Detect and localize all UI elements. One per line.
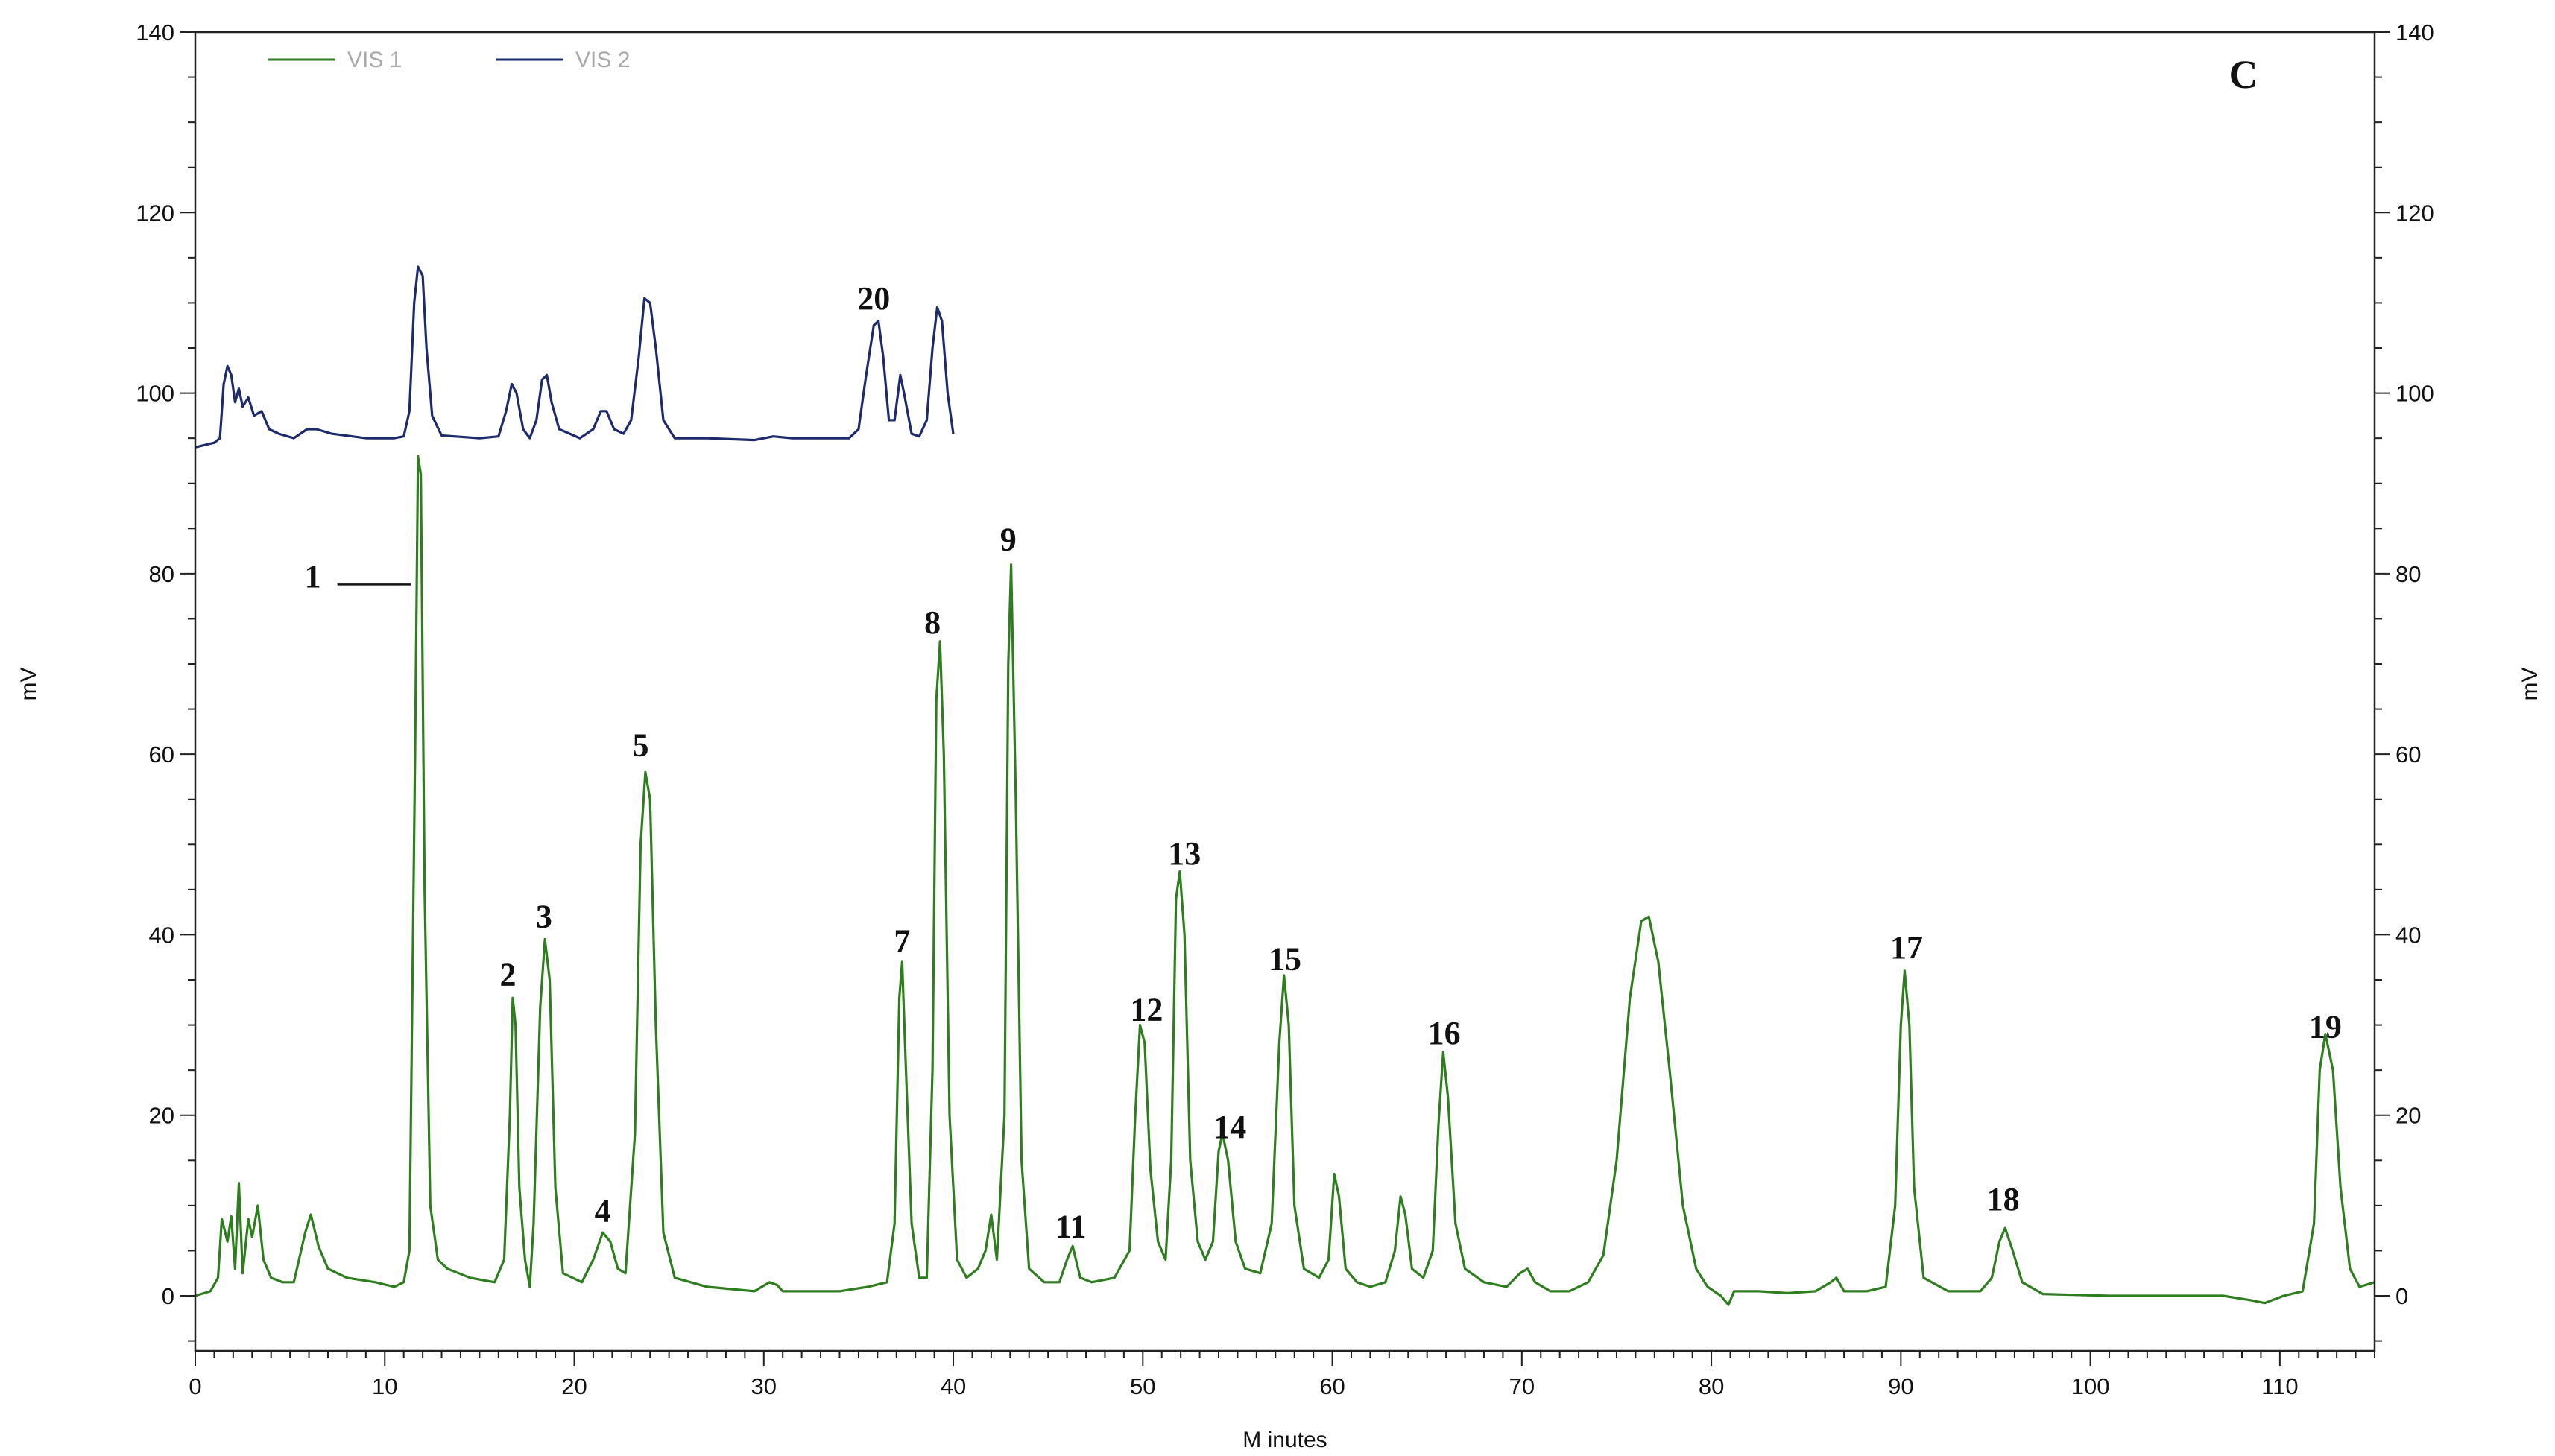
x-tick-label: 100 — [2071, 1373, 2110, 1399]
legend: VIS 1 VIS 2 — [268, 48, 630, 72]
y-left-tick-label: 20 — [149, 1103, 174, 1129]
y-right-tick-label: 100 — [2395, 381, 2434, 407]
y-right-tick-label: 80 — [2395, 561, 2421, 587]
axis-ticks — [180, 31, 2390, 1366]
x-tick-label: 80 — [1699, 1373, 1724, 1399]
y-left-tick-label: 40 — [149, 922, 174, 948]
series-line-2 — [195, 265, 955, 449]
peak-label-17: 17 — [1890, 929, 1923, 966]
x-tick-label: 30 — [751, 1373, 777, 1399]
y-right-tick-label: 60 — [2395, 741, 2421, 767]
x-tick-label: 110 — [2261, 1373, 2298, 1399]
peak-label-19: 19 — [2309, 1009, 2342, 1045]
plot-frame — [194, 31, 2376, 1352]
y-axis-title-right: mV — [2518, 668, 2542, 701]
peak-label-11: 11 — [1055, 1208, 1087, 1244]
peak-label-3: 3 — [536, 899, 552, 935]
peak-label-5: 5 — [633, 727, 649, 764]
peak-label-8: 8 — [924, 604, 941, 641]
y-right-tick-label: 40 — [2395, 922, 2421, 948]
x-tick-label: 70 — [1509, 1373, 1535, 1399]
y-left-tick-label: 140 — [136, 19, 174, 45]
y-left-tick-label: 60 — [149, 741, 174, 767]
peak-label-16: 16 — [1428, 1015, 1461, 1051]
legend-label: VIS 1 — [347, 48, 402, 72]
y-left-tick-label: 80 — [149, 561, 174, 587]
y-right-tick-label: 20 — [2395, 1103, 2421, 1129]
y-right-tick-label: 140 — [2395, 19, 2434, 45]
y-left-tick-label: 100 — [136, 381, 174, 407]
x-tick-label: 0 — [189, 1373, 201, 1399]
y-right-tick-label: 0 — [2395, 1283, 2408, 1309]
x-tick-label: 40 — [941, 1373, 966, 1399]
y-right-tick-label: 120 — [2395, 200, 2434, 226]
x-tick-label: 90 — [1888, 1373, 1913, 1399]
peak-label-14: 14 — [1213, 1109, 1246, 1145]
peak-label-2: 2 — [500, 956, 517, 993]
series-lines — [195, 265, 2375, 1306]
peak-label-4: 4 — [595, 1193, 611, 1229]
y-left-tick-label: 0 — [162, 1283, 174, 1309]
series-line-1 — [195, 455, 2375, 1306]
peak-label-13: 13 — [1168, 835, 1201, 872]
legend-label: VIS 2 — [575, 48, 630, 72]
peak-label-12: 12 — [1130, 992, 1163, 1028]
x-tick-label: 20 — [561, 1373, 587, 1399]
peak-label-15: 15 — [1269, 941, 1301, 978]
x-tick-label: 50 — [1130, 1373, 1155, 1399]
panel-label: C — [2229, 52, 2258, 97]
peak-label-18: 18 — [1987, 1181, 2020, 1218]
peak-label-9: 9 — [1000, 521, 1017, 557]
peak-label-7: 7 — [894, 922, 910, 959]
peak-label-20: 20 — [857, 280, 890, 317]
x-tick-label: 60 — [1319, 1373, 1345, 1399]
x-tick-label: 10 — [372, 1373, 397, 1399]
peak-label-1: 1 — [305, 558, 321, 595]
x-axis-title: M inutes — [1242, 1428, 1327, 1452]
y-left-tick-label: 120 — [136, 200, 174, 226]
y-axis-title-left: mV — [16, 668, 41, 701]
